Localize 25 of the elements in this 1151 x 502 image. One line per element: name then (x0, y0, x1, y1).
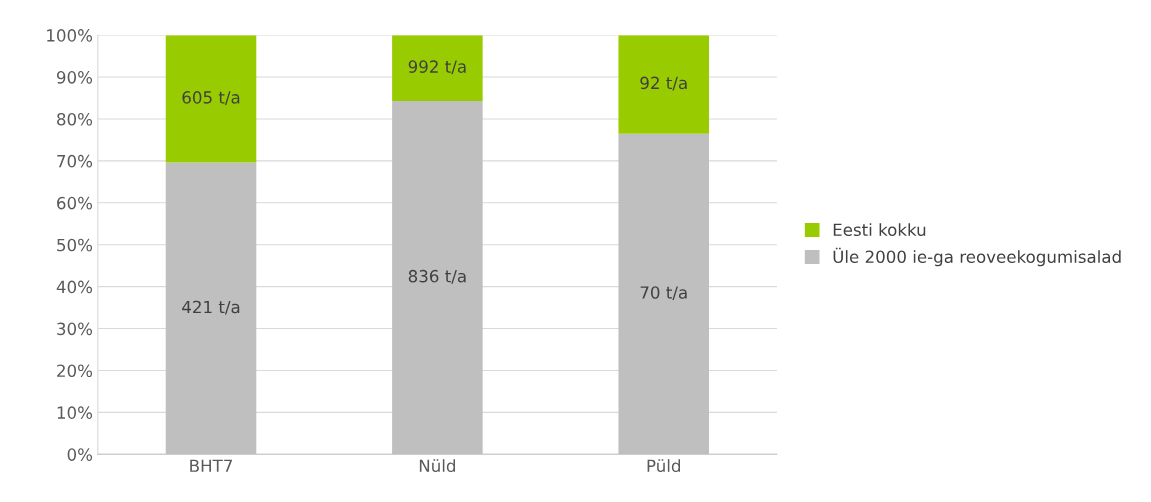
annotation: 70 t/a (640, 286, 687, 301)
y-tick-label: 90% (56, 71, 93, 84)
y-tick-label: 60% (57, 196, 93, 210)
bar (392, 35, 483, 101)
bar (618, 35, 710, 134)
annotation: 92 t/a (640, 76, 687, 91)
x-tick-label: Nüld (419, 459, 455, 473)
y-tick-label: 50% (57, 238, 93, 252)
y-tick-label: 30% (57, 322, 93, 336)
annotation: 836 t/a (408, 269, 466, 284)
x-tick-label: Püld (647, 459, 680, 473)
annotation: 421 t/a (182, 300, 240, 315)
annotation: 992 t/a (408, 60, 466, 75)
y-tick-label: 10% (57, 406, 93, 419)
y-tick-label: 20% (57, 364, 93, 378)
y-tick-label: 40% (56, 280, 93, 294)
legend-label: Üle 2000 ie-ga reoveekogumisalad (833, 247, 1121, 267)
legend-label: Eesti kokku (833, 223, 926, 237)
y-tick-label: 70% (57, 154, 93, 168)
annotation: 605 t/a (182, 91, 240, 105)
bar (165, 35, 257, 163)
y-tick-label: 80% (57, 112, 93, 126)
x-tick-label: BHT7 (190, 459, 232, 472)
y-tick-label: 0% (67, 448, 93, 461)
y-tick-label: 100% (47, 29, 93, 42)
